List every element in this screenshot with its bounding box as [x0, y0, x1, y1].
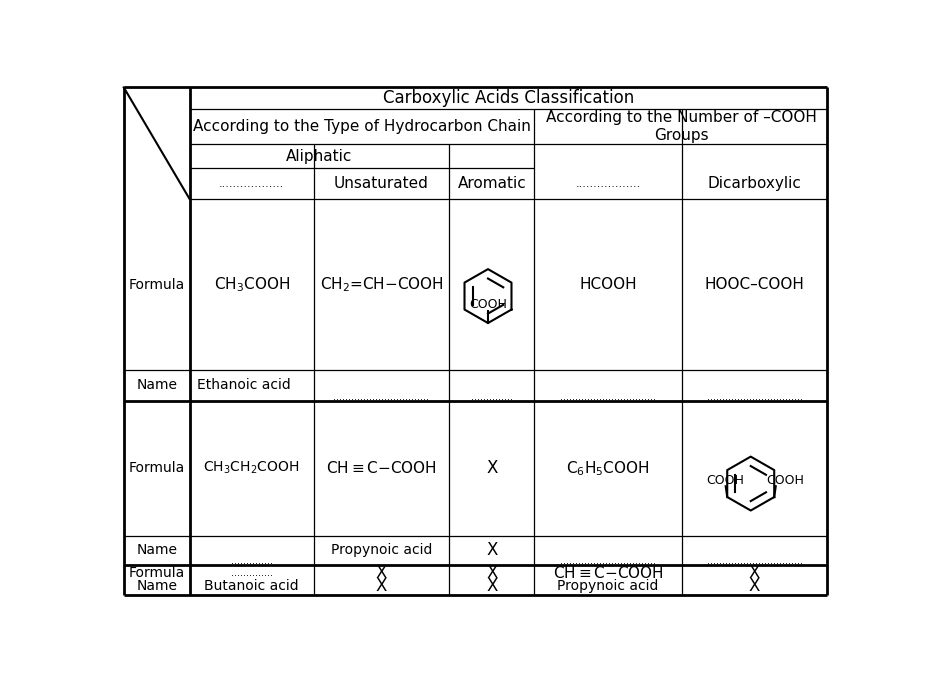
Text: Name: Name — [136, 580, 177, 594]
Text: ................................: ................................ — [705, 392, 802, 402]
Text: Aromatic: Aromatic — [457, 176, 526, 191]
Text: X: X — [375, 564, 387, 582]
Text: X: X — [486, 541, 497, 559]
Text: CH$_2$=CH$-$COOH: CH$_2$=CH$-$COOH — [319, 275, 443, 294]
Text: Carboxylic Acids Classification: Carboxylic Acids Classification — [383, 89, 633, 107]
Text: According to the Type of Hydrocarbon Chain: According to the Type of Hydrocarbon Cha… — [193, 119, 530, 134]
Text: CH$_3$COOH: CH$_3$COOH — [213, 275, 289, 294]
Text: ..............: .............. — [231, 568, 273, 578]
Text: ................................: ................................ — [560, 392, 655, 402]
Text: X: X — [748, 577, 759, 596]
Text: HOOC–COOH: HOOC–COOH — [704, 277, 804, 292]
Text: According to the Number of –COOH
Groups: According to the Number of –COOH Groups — [545, 110, 816, 143]
Text: COOH: COOH — [468, 298, 506, 311]
Text: X: X — [375, 577, 387, 596]
Text: COOH: COOH — [706, 474, 743, 487]
Text: ................................: ................................ — [705, 556, 802, 566]
Text: Formula: Formula — [129, 461, 184, 475]
Text: X: X — [486, 564, 497, 582]
Text: ................................: ................................ — [560, 556, 655, 566]
Text: X: X — [748, 564, 759, 582]
Text: CH$\equiv$C$-$COOH: CH$\equiv$C$-$COOH — [552, 565, 663, 582]
Text: X: X — [486, 577, 497, 596]
Text: ..................: .................. — [219, 179, 284, 189]
Text: Aliphatic: Aliphatic — [286, 149, 352, 164]
Text: X: X — [486, 459, 497, 477]
Text: ..................: .................. — [575, 179, 640, 189]
Text: Formula: Formula — [129, 278, 184, 292]
Text: ..............: .............. — [470, 392, 513, 402]
Text: Name: Name — [136, 378, 177, 393]
Text: HCOOH: HCOOH — [578, 277, 636, 292]
Text: Butanoic acid: Butanoic acid — [204, 580, 298, 594]
Text: Unsaturated: Unsaturated — [334, 176, 428, 191]
Text: Dicarboxylic: Dicarboxylic — [707, 176, 801, 191]
Text: CH$\equiv$C$-$COOH: CH$\equiv$C$-$COOH — [325, 460, 437, 476]
Text: ................................: ................................ — [333, 392, 429, 402]
Text: C$_6$H$_5$COOH: C$_6$H$_5$COOH — [565, 459, 649, 477]
Text: CH$_3$CH$_2$COOH: CH$_3$CH$_2$COOH — [203, 460, 299, 477]
Text: Propynoic acid: Propynoic acid — [330, 543, 432, 557]
Text: ..............: .............. — [231, 556, 273, 566]
Text: Name: Name — [136, 543, 177, 557]
Text: Propynoic acid: Propynoic acid — [557, 580, 658, 594]
Text: Ethanoic acid: Ethanoic acid — [197, 378, 291, 393]
Text: Formula: Formula — [129, 566, 184, 580]
Text: COOH: COOH — [766, 474, 803, 487]
